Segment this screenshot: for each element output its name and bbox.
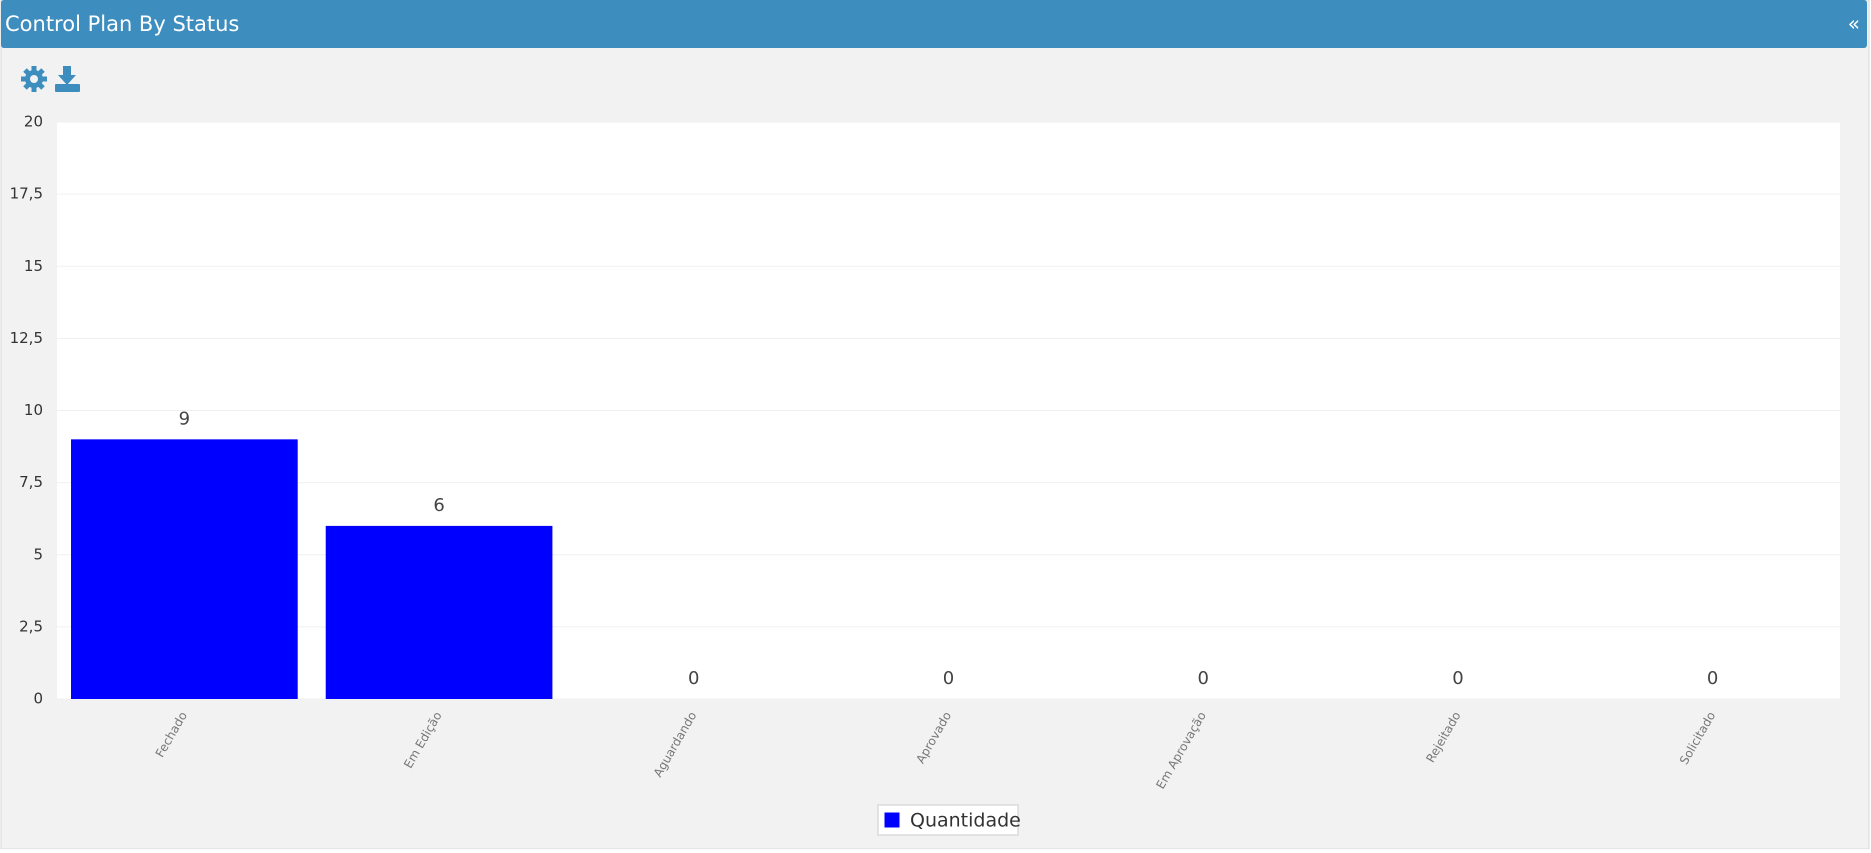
legend-box <box>877 804 1019 836</box>
legend-label: Quantidade <box>910 810 1021 832</box>
y-tick-label: 12,5 <box>10 329 43 347</box>
panel-header <box>1 0 1867 48</box>
y-tick-label: 17,5 <box>10 185 43 203</box>
value-label: 0 <box>943 668 954 689</box>
y-tick-label: 10 <box>24 401 43 419</box>
download-icon[interactable] <box>55 66 80 92</box>
value-label: 0 <box>1452 668 1463 689</box>
bar <box>71 439 298 699</box>
y-tick-label: 20 <box>24 113 43 131</box>
y-tick-label: 7,5 <box>19 473 43 491</box>
bar <box>325 525 553 699</box>
value-label: 0 <box>688 668 699 689</box>
settings-icon[interactable] <box>21 66 47 92</box>
value-label: 0 <box>1197 668 1208 689</box>
legend-swatch <box>883 811 901 829</box>
value-label: 6 <box>433 495 444 516</box>
value-label: 0 <box>1707 668 1718 689</box>
panel-title: Control Plan By Status <box>5 12 239 36</box>
collapse-button[interactable]: « <box>1848 12 1860 36</box>
y-tick-label: 15 <box>24 257 43 275</box>
value-label: 9 <box>179 408 190 429</box>
y-tick-label: 0 <box>33 690 43 708</box>
y-tick-label: 5 <box>33 545 43 563</box>
y-tick-label: 2,5 <box>19 617 43 635</box>
